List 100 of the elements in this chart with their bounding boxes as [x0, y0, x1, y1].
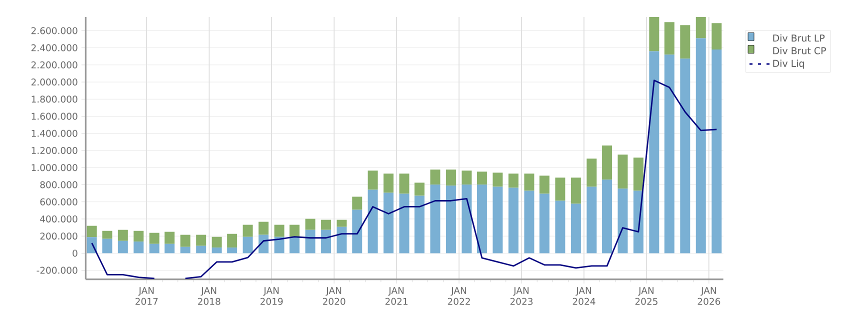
bar — [570, 204, 581, 254]
y-tick-label: 0 — [72, 250, 78, 257]
bar — [539, 194, 550, 254]
bar — [258, 222, 269, 235]
y-tick-label: 200.000 — [40, 232, 78, 240]
bar — [586, 186, 597, 254]
bar — [212, 236, 222, 248]
bar — [633, 158, 644, 191]
bar — [586, 158, 597, 187]
x-tick-label: JAN 2018 — [198, 287, 220, 305]
bar — [399, 174, 410, 194]
bar — [712, 50, 722, 254]
bar — [384, 174, 394, 193]
bar — [524, 190, 534, 254]
bar — [618, 188, 628, 254]
bar — [414, 182, 424, 196]
bar — [664, 54, 674, 254]
bar — [492, 186, 503, 254]
bar — [305, 230, 316, 254]
bar — [696, 17, 706, 38]
bar — [227, 234, 238, 248]
bar — [290, 236, 300, 254]
bar — [712, 23, 722, 50]
bar — [134, 230, 144, 242]
bar — [539, 176, 550, 194]
bar — [602, 180, 612, 254]
bar — [149, 232, 160, 244]
bar — [368, 170, 378, 190]
bar — [570, 178, 581, 204]
y-tick-label: 2.000.000 — [31, 78, 78, 86]
bar — [664, 22, 674, 55]
bar — [196, 234, 206, 246]
x-tick-label: JAN 2026 — [698, 287, 720, 305]
y-tick-label: 2.400.000 — [31, 44, 78, 52]
bar — [696, 38, 706, 254]
bar — [180, 246, 190, 254]
legend-label: Div Liq — [773, 60, 804, 69]
y-tick-label: 1.600.000 — [32, 112, 78, 120]
x-tick-label: JAN 2017 — [136, 287, 158, 305]
x-tick-label: JAN 2023 — [510, 287, 533, 305]
bar — [336, 220, 347, 227]
legend-label: Div Brut LP — [773, 34, 825, 42]
bar — [336, 226, 347, 254]
bar — [430, 170, 440, 185]
bar — [414, 196, 424, 254]
y-tick-label: 2.600.000 — [31, 27, 78, 34]
bar — [476, 172, 487, 185]
bar — [102, 238, 112, 254]
bar — [274, 224, 284, 237]
bar — [399, 194, 410, 254]
y-tick-label: 800.000 — [40, 181, 78, 188]
bar — [242, 236, 253, 254]
bar — [618, 154, 628, 189]
bar — [102, 230, 112, 239]
bar — [290, 224, 300, 237]
y-tick-label: -200.000 — [36, 266, 78, 274]
y-tick-label: 1.400.000 — [32, 130, 78, 137]
bar — [305, 218, 316, 230]
bar — [462, 170, 472, 185]
y-tick-label: 400.000 — [40, 215, 78, 222]
bar — [524, 174, 534, 191]
bar — [462, 184, 472, 254]
bar — [352, 196, 362, 210]
y-tick-label: 1.200.000 — [32, 147, 78, 154]
bar — [555, 200, 566, 254]
x-tick-label: JAN 2025 — [635, 287, 658, 305]
x-tick-label: JAN 2022 — [448, 287, 470, 305]
x-tick-label: JAN 2021 — [385, 287, 408, 305]
bar — [180, 234, 190, 247]
bar — [430, 184, 440, 254]
bar — [118, 240, 128, 254]
bar — [508, 174, 518, 188]
y-tick-label: 2.200.000 — [31, 61, 78, 68]
bar — [227, 248, 238, 254]
y-tick-label: 600.000 — [40, 198, 78, 206]
y-tick-label: 1.800.000 — [32, 96, 78, 103]
bar — [134, 242, 144, 254]
bar — [118, 230, 128, 241]
bar — [149, 244, 160, 254]
bar — [446, 186, 456, 254]
bar — [649, 51, 660, 254]
bar — [164, 244, 175, 254]
bar — [649, 17, 660, 52]
bar — [321, 230, 332, 254]
y-tick-label: 1.000.000 — [32, 164, 78, 172]
bar — [352, 210, 362, 254]
bar — [555, 178, 566, 201]
bar — [196, 246, 206, 254]
legend-label: Div Brut CP — [773, 46, 826, 54]
bar — [86, 237, 97, 254]
bar — [680, 25, 690, 59]
bar — [508, 188, 518, 254]
bar — [212, 248, 222, 254]
x-tick-label: JAN 2019 — [260, 287, 283, 305]
bar — [384, 192, 394, 254]
bar — [368, 190, 378, 254]
bar — [492, 172, 503, 187]
bar — [446, 170, 456, 186]
bar — [86, 226, 97, 238]
bar — [321, 220, 332, 230]
